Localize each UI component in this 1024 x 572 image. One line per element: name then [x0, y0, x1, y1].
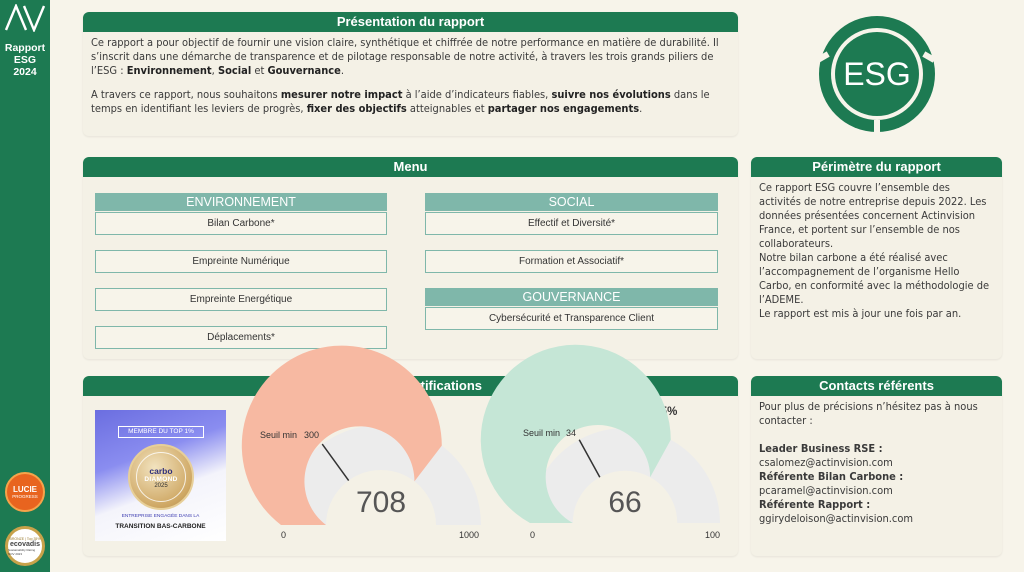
hello-carbo-certificate-image: MEMBRE DU TOP 1% carbo DIAMOND 2025 ENTR… [95, 410, 226, 541]
perimetre-body: Ce rapport ESG couvre l’ensemble des act… [751, 177, 1002, 325]
gauge-lucie [241, 345, 481, 525]
actinvision-logo[interactable]: AV [4, 4, 46, 32]
gauge-ecovadis [480, 344, 720, 523]
gauge-lucie-max: 1000 [459, 530, 480, 540]
contact-email-1[interactable]: csalomez@actinvision.com [759, 456, 893, 469]
contact-role-1: Leader Business RSE : [759, 442, 883, 455]
cert-medal: carbo DIAMOND 2025 [128, 444, 194, 510]
contacts-card: Contacts référents Pour plus de précisio… [751, 376, 1002, 556]
gauge-ecovadis-threshold-label: Seuil min [523, 428, 561, 438]
menu-social-header: SOCIAL [425, 193, 718, 211]
gauge-fill [241, 345, 442, 525]
report-title-line3: 2024 [13, 66, 37, 78]
perimetre-paragraph-3: Le rapport est mis à jour une fois par a… [759, 307, 962, 320]
contacts-intro: Pour plus de précisions n’hésitez pas à … [759, 400, 978, 427]
ecovadis-badge[interactable]: BRONZE | Top 35% ecovadis Sustainability… [5, 526, 45, 566]
esg-logo-text: ESG [843, 56, 911, 92]
ecovadis-badge-name: ecovadis [10, 540, 40, 548]
gauge-lucie-threshold-value: 300 [304, 430, 320, 440]
esg-logo: ESG [817, 16, 936, 134]
lucie-badge-sub: PROGRESS [12, 494, 38, 499]
report-title-line1: Rapport [4, 42, 46, 54]
gauge-track [530, 428, 720, 523]
perimetre-card: Périmètre du rapport Ce rapport ESG couv… [751, 157, 1002, 359]
gauge-threshold-marker [321, 443, 350, 481]
gauge-ecovadis-min: 0 [530, 530, 536, 540]
cert-year: 2025 [154, 482, 168, 489]
menu-btn-bilan-carbone[interactable]: Bilan Carbone* [95, 212, 387, 235]
gauge-ecovadis-value: 66 [608, 486, 642, 519]
cert-brand: carbo [149, 465, 173, 476]
contact-role-2: Référente Bilan Carbone : [759, 470, 904, 483]
gauge-ecovadis-max: 100 [705, 530, 721, 540]
menu-btn-cybersecurite[interactable]: Cybersécurité et Transparence Client [425, 307, 718, 330]
presentation-paragraph-1: Ce rapport a pour objectif de fournir un… [91, 36, 719, 77]
presentation-card: Présentation du rapport Ce rapport a pou… [83, 12, 738, 136]
ecovadis-badge-sub: Sustainability Rating NOV 2023 [8, 547, 36, 556]
contact-email-3[interactable]: ggirydeloison@actinvision.com [759, 512, 914, 525]
sidebar: AV Rapport ESG 2024 LUCIE PROGRESS BRONZ… [0, 0, 50, 572]
perimetre-paragraph-2: Notre bilan carbone a été réalisé avec l… [759, 251, 990, 306]
gauge-ecovadis-threshold-value: 34 [566, 428, 577, 438]
contact-role-3: Référente Rapport : [759, 498, 871, 511]
gauge-fill [480, 344, 671, 523]
perimetre-paragraph-1: Ce rapport ESG couvre l’ensemble des act… [759, 181, 987, 250]
cert-line-2: TRANSITION BAS-CARBONE [115, 523, 206, 530]
presentation-paragraph-2: A travers ce rapport, nous souhaitons me… [91, 88, 710, 115]
perimetre-title: Périmètre du rapport [751, 157, 1002, 177]
menu-btn-formation-associatif[interactable]: Formation et Associatif* [425, 250, 718, 273]
menu-title: Menu [83, 157, 738, 177]
cert-level: DIAMOND [144, 475, 178, 483]
menu-btn-empreinte-numerique[interactable]: Empreinte Numérique [95, 250, 387, 273]
presentation-body: Ce rapport a pour objectif de fournir un… [83, 32, 738, 130]
menu-btn-empreinte-energetique[interactable]: Empreinte Energétique [95, 288, 387, 311]
report-title: Rapport ESG 2024 [0, 42, 50, 78]
cert-banner: MEMBRE DU TOP 1% [118, 426, 204, 438]
menu-gouv-header: GOUVERNANCE [425, 288, 718, 306]
contacts-title: Contacts référents [751, 376, 1002, 396]
gauge-lucie-threshold-label: Seuil min [260, 430, 298, 440]
report-title-line2: ESG [13, 54, 37, 66]
menu-btn-effectif-diversite[interactable]: Effectif et Diversité* [425, 212, 718, 235]
gauge-threshold-marker [578, 439, 601, 478]
menu-btn-deplacements[interactable]: Déplacements* [95, 326, 387, 349]
menu-env-header: ENVIRONNEMENT [95, 193, 387, 211]
gauge-lucie-min: 0 [281, 530, 287, 540]
contacts-body: Pour plus de précisions n’hésitez pas à … [751, 396, 1002, 530]
ecovadis-badge-level: BRONZE | Top 35% [9, 536, 41, 541]
cert-line-1: ENTREPRISE ENGAGÉE DANS LA [121, 514, 200, 519]
presentation-title: Présentation du rapport [83, 12, 738, 32]
lucie-badge[interactable]: LUCIE PROGRESS [5, 472, 45, 512]
contact-email-2[interactable]: pcaramel@actinvision.com [759, 484, 893, 497]
gauge-lucie-value: 708 [355, 486, 407, 519]
lucie-badge-name: LUCIE [13, 485, 37, 494]
